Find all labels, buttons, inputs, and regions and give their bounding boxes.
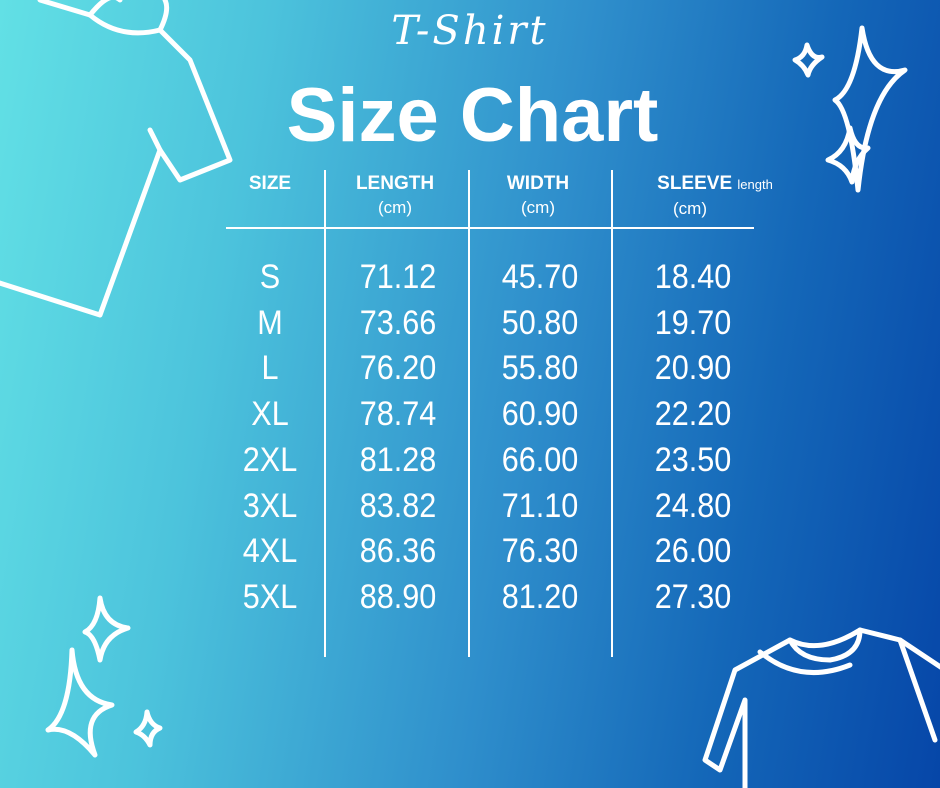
measurement-cell: 23.50	[654, 440, 732, 479]
column-header-length: LENGTH (cm)	[330, 172, 460, 220]
measurement-cell: 66.00	[501, 440, 579, 479]
size-label: 4XL	[242, 532, 298, 571]
column-header-sleeve: SLEEVE length (cm)	[620, 172, 810, 221]
size-label: 2XL	[242, 440, 298, 479]
measurement-cell: 19.70	[654, 303, 732, 342]
sparkle-icon	[792, 42, 825, 78]
measurement-cell: 76.30	[501, 532, 579, 571]
header-label: WIDTH	[506, 173, 570, 194]
sparkle-icon	[133, 709, 163, 748]
measurement-cell: 45.70	[501, 258, 579, 296]
measurement-cell: 26.00	[654, 532, 732, 571]
column-divider	[611, 170, 613, 657]
measurement-cell: 78.74	[359, 395, 437, 434]
header-label: SIZE	[248, 173, 292, 194]
column-divider	[468, 170, 470, 657]
measurement-cell: 86.36	[359, 532, 437, 571]
sparkle-icon	[832, 25, 908, 193]
header-divider	[226, 227, 754, 229]
measurement-cell: 55.80	[501, 349, 579, 388]
sparkle-icon	[82, 595, 131, 663]
column-header-width: WIDTH (cm)	[473, 172, 603, 220]
header-unit: (cm)	[521, 198, 555, 217]
measurement-cell: 88.90	[359, 577, 437, 616]
tshirt-icon	[0, 0, 233, 318]
measurement-cell: 71.10	[501, 486, 579, 525]
measurement-cell: 60.90	[501, 395, 579, 434]
measurement-cell: 83.82	[359, 486, 437, 525]
header-label: LENGTH	[355, 173, 435, 194]
header-unit: (cm)	[673, 199, 707, 218]
header-sublabel: length	[737, 177, 773, 192]
measurement-cell: 71.12	[359, 258, 437, 296]
measurement-cell: 81.20	[501, 577, 579, 616]
header-unit: (cm)	[378, 198, 412, 217]
header-label: SLEEVE	[657, 173, 733, 194]
measurement-cell: 81.28	[359, 440, 437, 479]
measurement-cell: 24.80	[654, 486, 732, 525]
column-divider	[324, 170, 326, 657]
script-title: T-Shirt	[391, 8, 549, 54]
sparkle-icon	[45, 647, 115, 758]
size-label: 5XL	[242, 577, 298, 616]
size-label: S	[259, 258, 281, 296]
sparkle-icon	[825, 125, 871, 185]
measurement-cell: 73.66	[359, 303, 437, 342]
tshirt-icon	[702, 627, 940, 788]
measurement-cell: 22.20	[654, 395, 732, 434]
size-label: M	[257, 303, 283, 342]
measurement-cell: 76.20	[359, 349, 437, 388]
measurement-cell: 18.40	[654, 258, 732, 296]
measurement-cell: 20.90	[654, 349, 732, 388]
size-label: 3XL	[242, 486, 298, 525]
measurement-cell: 27.30	[654, 577, 732, 616]
measurement-cell: 50.80	[501, 303, 579, 342]
page-title: Size Chart	[286, 73, 659, 158]
column-header-size: SIZE	[220, 172, 320, 196]
size-label: XL	[251, 395, 289, 434]
size-label: L	[261, 349, 279, 388]
